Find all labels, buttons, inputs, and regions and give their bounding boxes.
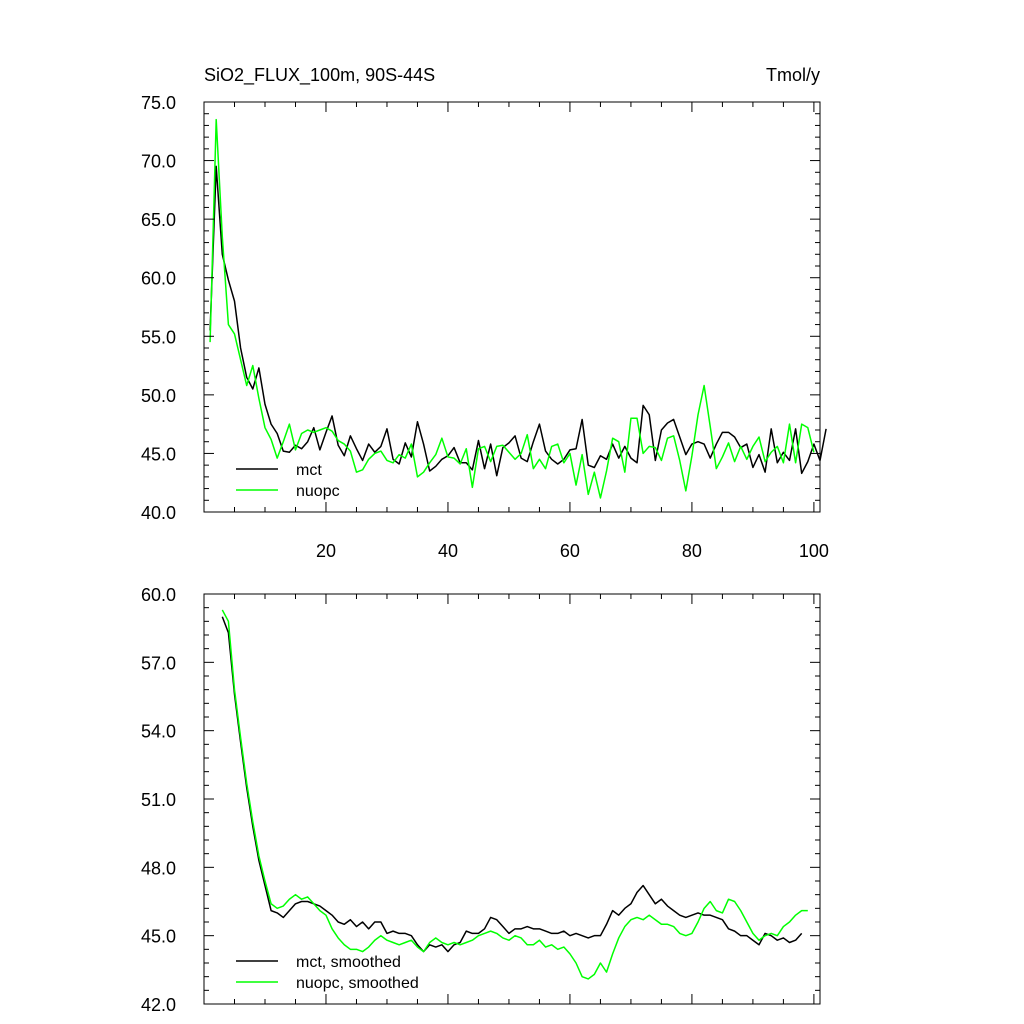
x-tick-label: 80 <box>682 541 702 561</box>
y-tick-label: 70.0 <box>141 152 176 172</box>
legend-label-nuopc-smoothed: nuopc, smoothed <box>296 975 419 992</box>
legend: mct nuopc <box>236 462 340 500</box>
y-tick-label: 57.0 <box>141 653 176 673</box>
x-tick-label: 60 <box>560 541 580 561</box>
y-tick-label: 45.0 <box>141 927 176 947</box>
plot-frame <box>203 101 821 513</box>
y-tick-label: 40.0 <box>141 503 176 523</box>
y-tick-label: 55.0 <box>141 327 176 347</box>
units-label: Tmol/y <box>766 65 820 85</box>
y-tick-label: 60.0 <box>141 269 176 289</box>
chart-panel-top: SiO2_FLUX_100m, 90S-44S Tmol/y 40.0 45.0 5… <box>141 65 829 561</box>
y-tick-label: 48.0 <box>141 858 176 878</box>
y-tick-label: 42.0 <box>141 995 176 1015</box>
y-tick-label: 65.0 <box>141 210 176 230</box>
series-line-mct <box>209 165 827 477</box>
series-group <box>221 609 808 980</box>
x-tick-label: 100 <box>799 541 829 561</box>
x-tick-label: 40 <box>438 541 458 561</box>
y-tick-label: 51.0 <box>141 790 176 810</box>
y-tick-label: 54.0 <box>141 722 176 742</box>
legend-label-mct: mct <box>296 462 322 479</box>
tick-group: 40.0 45.0 50.0 55.0 60.0 65.0 70.0 75.0 20 40 60 80… <box>141 93 829 561</box>
plot-frame <box>203 593 821 1005</box>
series-line-mct-smoothed <box>221 616 803 953</box>
legend-label-nuopc: nuopc <box>296 483 340 500</box>
legend-label-mct-smoothed: mct, smoothed <box>296 954 401 971</box>
series-line-nuopc <box>209 118 815 499</box>
series-group <box>209 118 827 499</box>
y-tick-label: 45.0 <box>141 444 176 464</box>
y-tick-label: 60.0 <box>141 585 176 605</box>
y-tick-label: 75.0 <box>141 93 176 113</box>
x-tick-label: 20 <box>316 541 336 561</box>
tick-group: 42.0 45.0 48.0 51.0 54.0 57.0 60.0 <box>141 585 820 1015</box>
series-line-nuopc-smoothed <box>221 609 808 980</box>
chart-title: SiO2_FLUX_100m, 90S-44S <box>204 65 435 86</box>
legend: mct, smoothed nuopc, smoothed <box>236 954 419 992</box>
chart-panel-bottom: 42.0 45.0 48.0 51.0 54.0 57.0 60.0 mct, smooth… <box>141 585 821 1015</box>
y-tick-label: 50.0 <box>141 386 176 406</box>
